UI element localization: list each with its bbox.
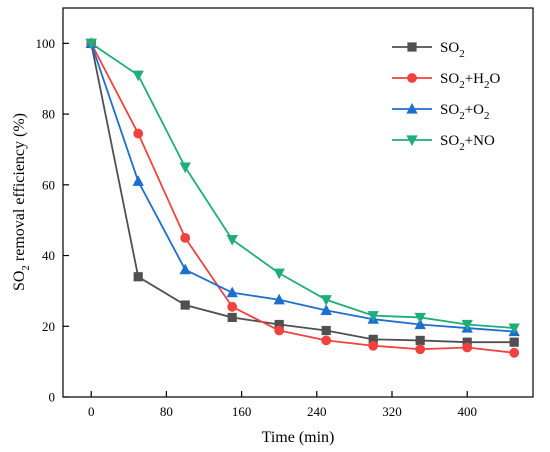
data-point [320, 304, 332, 315]
legend-label: SO2+NO [440, 133, 495, 153]
data-point [180, 300, 190, 310]
data-point [180, 232, 191, 243]
axis-ticks: 0 80 160 240 320 400 0 20 40 60 80 100 [36, 36, 477, 419]
legend-marker [407, 42, 417, 52]
y-tick-label: 80 [42, 107, 55, 122]
data-point [274, 325, 285, 336]
data-point [273, 268, 285, 280]
data-point [321, 325, 331, 336]
x-tick-label: 0 [88, 404, 95, 419]
y-tick-label: 40 [42, 248, 55, 263]
data-point [320, 295, 332, 306]
data-point [415, 344, 426, 355]
data-point [132, 175, 144, 186]
data-point [132, 70, 144, 82]
data-point [226, 235, 238, 246]
legend-entry: SO2+H2O [392, 71, 500, 91]
data-point [508, 323, 520, 335]
legend-label: SO2+H2O [440, 71, 500, 91]
x-tick-label: 80 [160, 404, 173, 419]
legend-entry: SO2+NO [392, 133, 495, 153]
y-tick-label: 20 [42, 319, 55, 334]
series-4 [85, 38, 520, 335]
data-point [509, 347, 520, 358]
legend-marker [406, 102, 418, 114]
data-point [367, 311, 379, 322]
series-3 [85, 37, 520, 337]
data-point [414, 312, 426, 324]
data-point [227, 301, 238, 312]
legend-marker [406, 135, 418, 147]
data-point [179, 263, 191, 275]
data-point [415, 335, 425, 346]
data-point [133, 128, 144, 139]
legend-label: SO2 [440, 40, 465, 60]
data-point [414, 318, 426, 330]
data-point [133, 272, 143, 282]
x-tick-label: 160 [232, 404, 252, 419]
legend-label: SO2+O2 [440, 102, 489, 122]
y-tick-label: 0 [49, 390, 56, 405]
data-point [509, 337, 519, 347]
y-tick-label: 60 [42, 177, 55, 192]
x-tick-label: 240 [307, 404, 327, 419]
data-point [461, 319, 473, 331]
data-point [462, 342, 473, 353]
data-point [226, 286, 238, 298]
data-point [227, 312, 237, 323]
legend: SO2 SO2+H2O SO2+O2 SO2+NO [392, 40, 500, 153]
data-point [85, 38, 97, 50]
data-point [321, 335, 332, 346]
legend-entry: SO2 [392, 40, 465, 60]
x-axis-title: Time (min) [262, 429, 335, 446]
data-point [368, 340, 379, 351]
plot-frame [62, 7, 534, 398]
series-line [90, 43, 515, 333]
series-layer [85, 37, 520, 358]
data-point [179, 162, 191, 174]
series-line [90, 42, 515, 354]
series-line [90, 42, 515, 329]
y-tick-label: 100 [36, 36, 56, 51]
legend-marker [407, 73, 417, 83]
series-line [90, 43, 515, 344]
data-point [273, 293, 285, 305]
y-axis-title: SO2 removal efficiency (%) [11, 113, 32, 291]
legend-entry: SO2+O2 [392, 102, 489, 122]
x-tick-label: 400 [457, 404, 477, 419]
x-tick-label: 320 [382, 404, 402, 419]
